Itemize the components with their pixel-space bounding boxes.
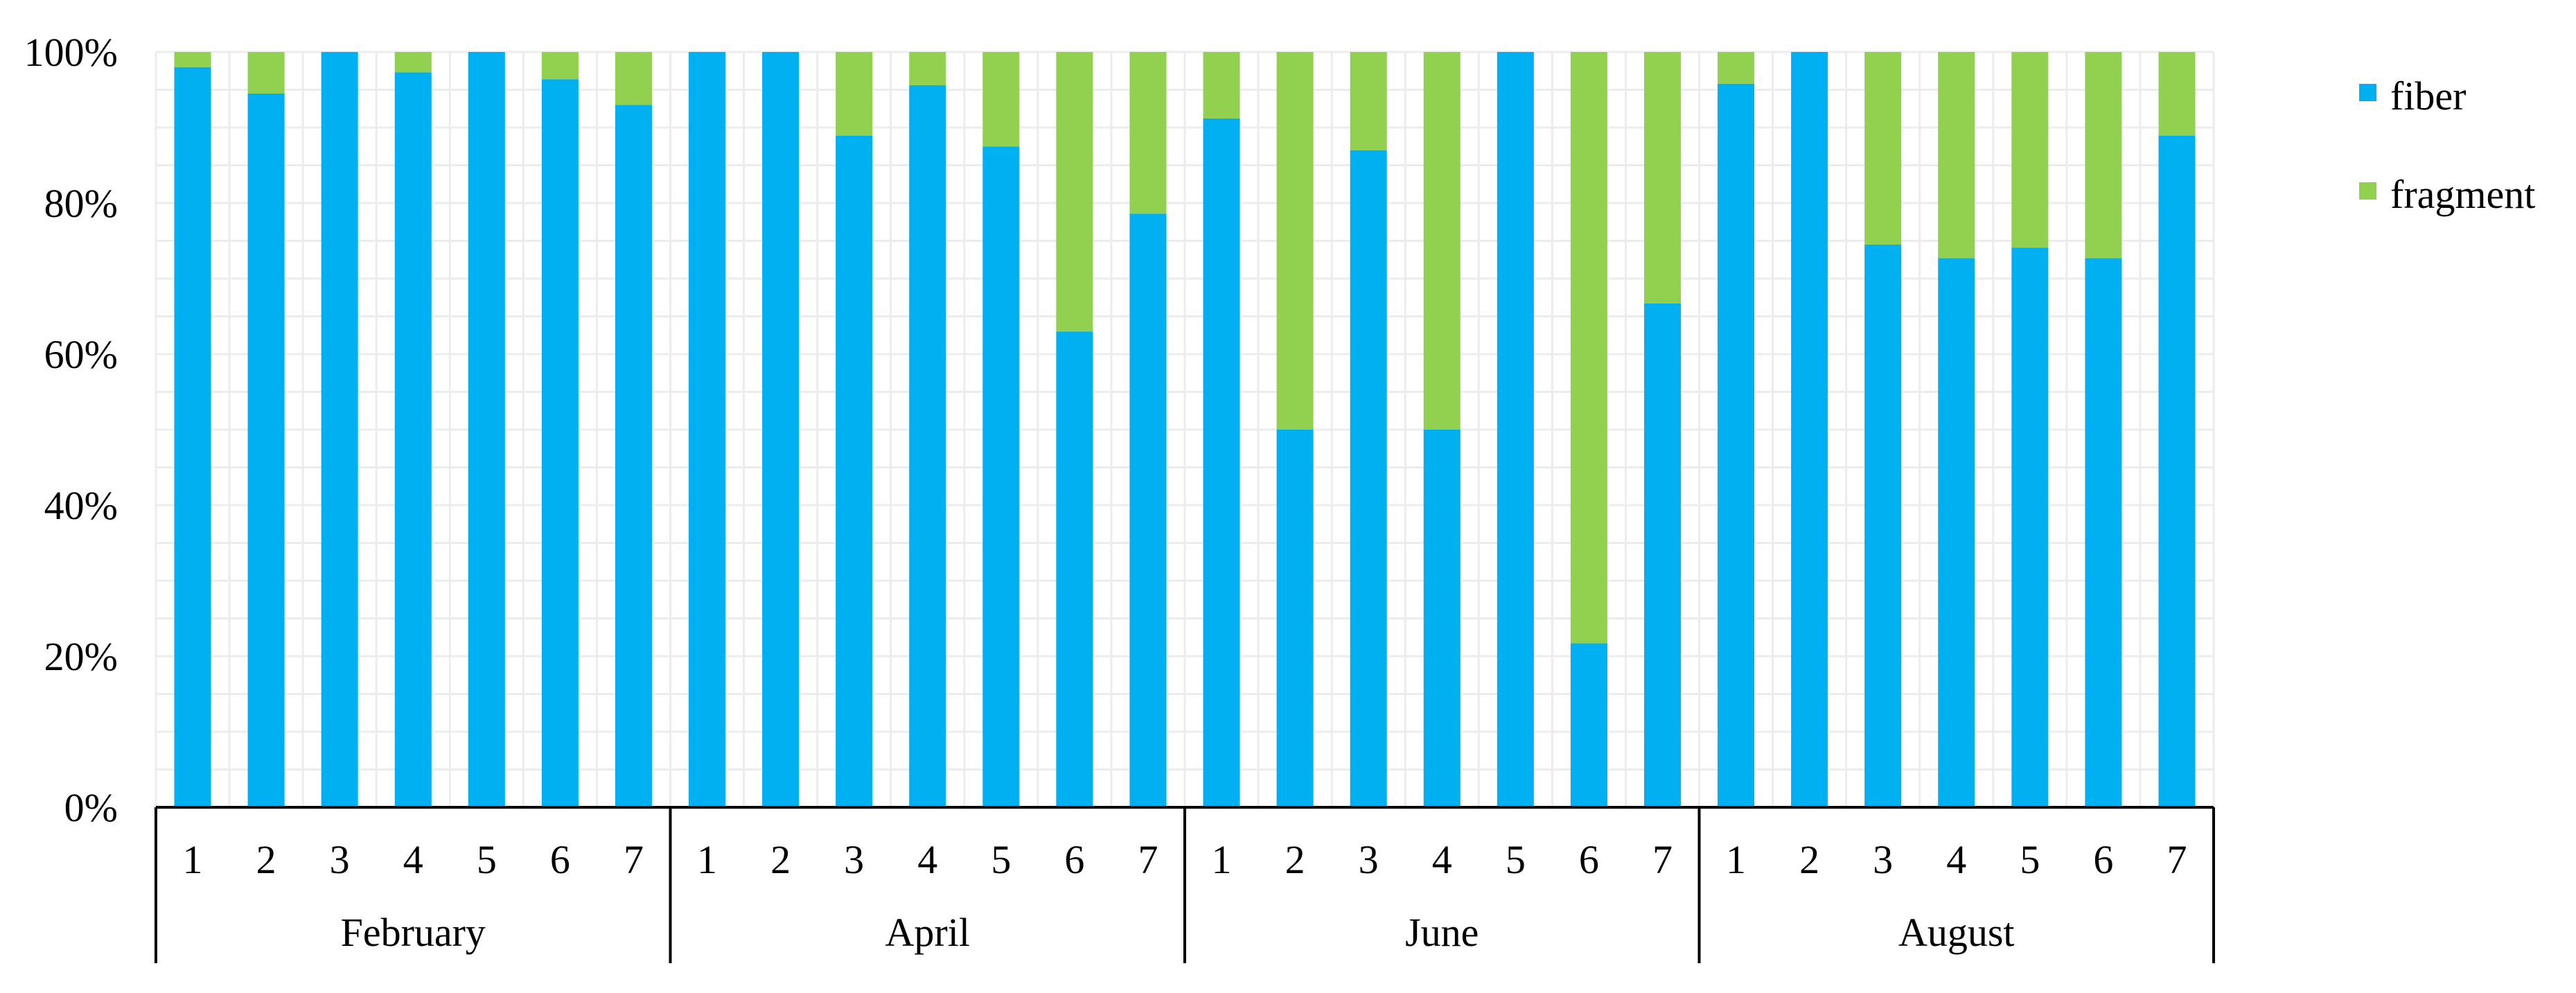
bar-fiber: [394, 72, 432, 807]
group-label: August: [1898, 910, 2015, 955]
bar-fiber: [689, 52, 726, 807]
axis-labels: 0% 20% 40% 60% 80% 100% 1 2 3 4 5 6 7 1 2 3 4 5 6 7 1 2 3 4 5 6 7 1…: [24, 30, 2187, 955]
x-tick-label: 1: [183, 837, 203, 882]
x-tick-label: 7: [1652, 837, 1673, 882]
gridlines: [155, 51, 2215, 809]
bar-fiber: [1423, 430, 1461, 807]
group-label: June: [1405, 910, 1479, 955]
bar-fiber: [1350, 150, 1387, 807]
bar-fiber: [615, 105, 652, 808]
legend-label-fiber: fiber: [2390, 73, 2467, 118]
bar-fragment: [1056, 52, 1093, 332]
bar-fiber: [1864, 244, 1902, 807]
x-tick-label: 5: [477, 837, 497, 882]
x-tick-label: 7: [2167, 837, 2187, 882]
x-tick-label: 1: [1726, 837, 1746, 882]
bar-fragment: [1864, 52, 1902, 245]
bar-fiber: [2085, 258, 2122, 807]
bar-fiber: [174, 67, 211, 807]
bars: [174, 52, 2196, 808]
x-tick-label: 3: [330, 837, 350, 882]
x-tick-label: 4: [1946, 837, 1966, 882]
bar-fragment: [1203, 52, 1240, 118]
bar-fiber: [982, 146, 1020, 807]
bar-fiber: [1497, 52, 1534, 807]
y-tick-label: 0%: [64, 785, 118, 830]
bar-fiber: [1570, 643, 1607, 807]
bar-fragment: [541, 52, 579, 80]
legend-swatch-fiber: [2359, 84, 2376, 101]
bar-fiber: [1718, 83, 1755, 807]
x-tick-label: 3: [1359, 837, 1379, 882]
bar-fragment: [394, 52, 432, 73]
bar-fiber: [2011, 247, 2049, 807]
x-tick-label: 6: [2093, 837, 2113, 882]
x-tick-label: 2: [1799, 837, 1819, 882]
x-tick-label: 3: [844, 837, 864, 882]
y-tick-label: 80%: [44, 181, 118, 226]
x-tick-label: 1: [697, 837, 717, 882]
bar-fragment: [1350, 52, 1387, 150]
bar-fiber: [1056, 331, 1093, 807]
x-tick-label: 7: [1138, 837, 1158, 882]
bar-fiber: [1791, 52, 1828, 807]
bar-fragment: [2011, 52, 2049, 248]
bar-fiber: [762, 52, 800, 807]
bar-fiber: [2158, 135, 2196, 808]
x-tick-label: 5: [1506, 837, 1526, 882]
x-tick-label: 4: [1432, 837, 1452, 882]
bar-fiber: [1276, 430, 1314, 807]
y-tick-label: 20%: [44, 634, 118, 679]
bar-fiber: [1938, 258, 1975, 807]
group-label: April: [885, 910, 970, 955]
bar-fragment: [1938, 52, 1975, 258]
bar-fragment: [2158, 52, 2196, 136]
bar-fragment: [615, 52, 652, 105]
x-tick-label: 1: [1212, 837, 1232, 882]
bar-fiber: [1203, 118, 1240, 808]
bar-fragment: [2085, 52, 2122, 258]
bar-fragment: [1276, 52, 1314, 430]
bar-fiber: [247, 93, 285, 808]
bar-fiber: [1643, 303, 1681, 808]
bar-fiber: [1129, 213, 1167, 807]
x-tick-label: 4: [917, 837, 937, 882]
bar-fragment: [1423, 52, 1461, 430]
x-tick-label: 6: [1579, 837, 1599, 882]
bar-fragment: [1643, 52, 1681, 304]
bar-fragment: [836, 52, 873, 136]
legend-label-fragment: fragment: [2390, 172, 2535, 217]
bar-fragment: [1570, 52, 1607, 644]
group-label: February: [341, 910, 486, 955]
bar-fiber: [836, 135, 873, 808]
bar-fiber: [321, 52, 358, 807]
y-tick-label: 60%: [44, 332, 118, 377]
x-tick-label: 6: [550, 837, 570, 882]
bar-fragment: [909, 52, 946, 85]
bar-fragment: [247, 52, 285, 94]
bar-fragment: [982, 52, 1020, 147]
legend-swatch-fragment: [2359, 182, 2376, 200]
x-tick-label: 5: [2020, 837, 2040, 882]
bar-fragment: [1129, 52, 1167, 214]
bar-fragment: [1718, 52, 1755, 84]
bar-fiber: [909, 85, 946, 808]
bar-fiber: [468, 52, 505, 807]
y-tick-label: 100%: [24, 30, 118, 75]
x-tick-label: 3: [1873, 837, 1893, 882]
x-tick-label: 2: [1285, 837, 1305, 882]
axes: [155, 806, 2215, 963]
y-tick-label: 40%: [44, 483, 118, 528]
x-tick-label: 7: [624, 837, 644, 882]
bar-fragment: [174, 52, 211, 67]
legend: fiber fragment: [2359, 73, 2535, 217]
x-tick-label: 2: [256, 837, 276, 882]
x-tick-label: 6: [1064, 837, 1084, 882]
bar-fiber: [541, 79, 579, 808]
x-tick-label: 4: [403, 837, 423, 882]
x-tick-label: 5: [991, 837, 1011, 882]
x-tick-label: 2: [770, 837, 791, 882]
